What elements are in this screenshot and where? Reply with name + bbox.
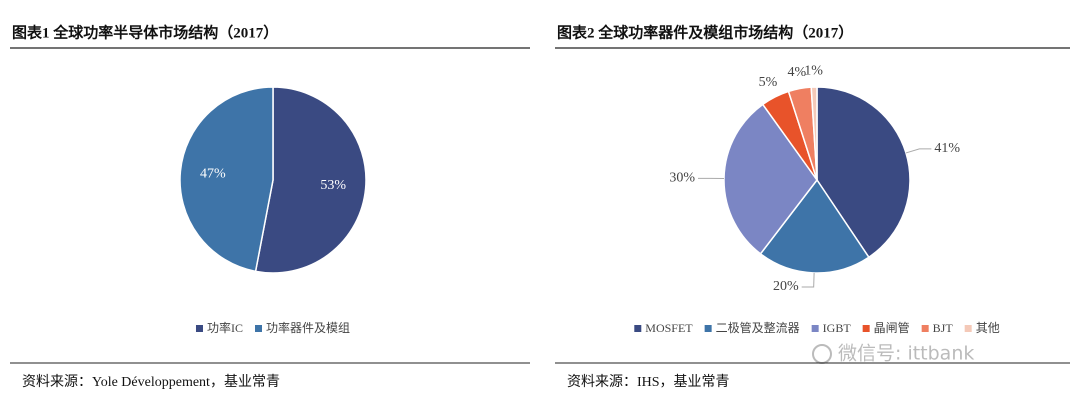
legend-swatch [812, 325, 819, 332]
legend-swatch [863, 325, 870, 332]
legend-label: BJT [933, 321, 954, 335]
chart-title: 图表2 全球功率器件及模组市场结构（2017） [557, 23, 853, 41]
data-label: 30% [669, 171, 695, 186]
legend-swatch [705, 325, 712, 332]
data-label: 1% [804, 63, 823, 78]
legend-label: 其他 [976, 321, 1000, 335]
source: 资料来源：IHS，基业常青 [567, 373, 730, 390]
legend-label: 二极管及整流器 [716, 320, 800, 335]
leader-line [802, 273, 814, 287]
data-label: 5% [759, 75, 778, 90]
legend-swatch [634, 325, 641, 332]
data-label: 47% [200, 167, 226, 182]
source: 资料来源：Yole Développement，基业常青 [22, 373, 280, 390]
legend-label: 功率IC [207, 320, 243, 335]
legend-label: 晶闸管 [874, 320, 910, 335]
legend-swatch [922, 325, 929, 332]
pie-slice [180, 87, 273, 271]
data-label: 20% [773, 279, 799, 294]
legend-label: MOSFET [645, 321, 693, 335]
data-label: 41% [934, 141, 960, 156]
leader-line [906, 149, 931, 153]
legend-label: IGBT [823, 321, 852, 335]
chart-title: 图表1 全球功率半导体市场结构（2017） [12, 23, 278, 41]
watermark: 微信号: ittbank [838, 343, 974, 365]
legend-label: 功率器件及模组 [266, 320, 350, 335]
data-label: 53% [320, 178, 346, 193]
watermark-icon [813, 345, 831, 363]
legend-swatch [965, 325, 972, 332]
legend-swatch [255, 325, 262, 332]
legend-swatch [196, 325, 203, 332]
